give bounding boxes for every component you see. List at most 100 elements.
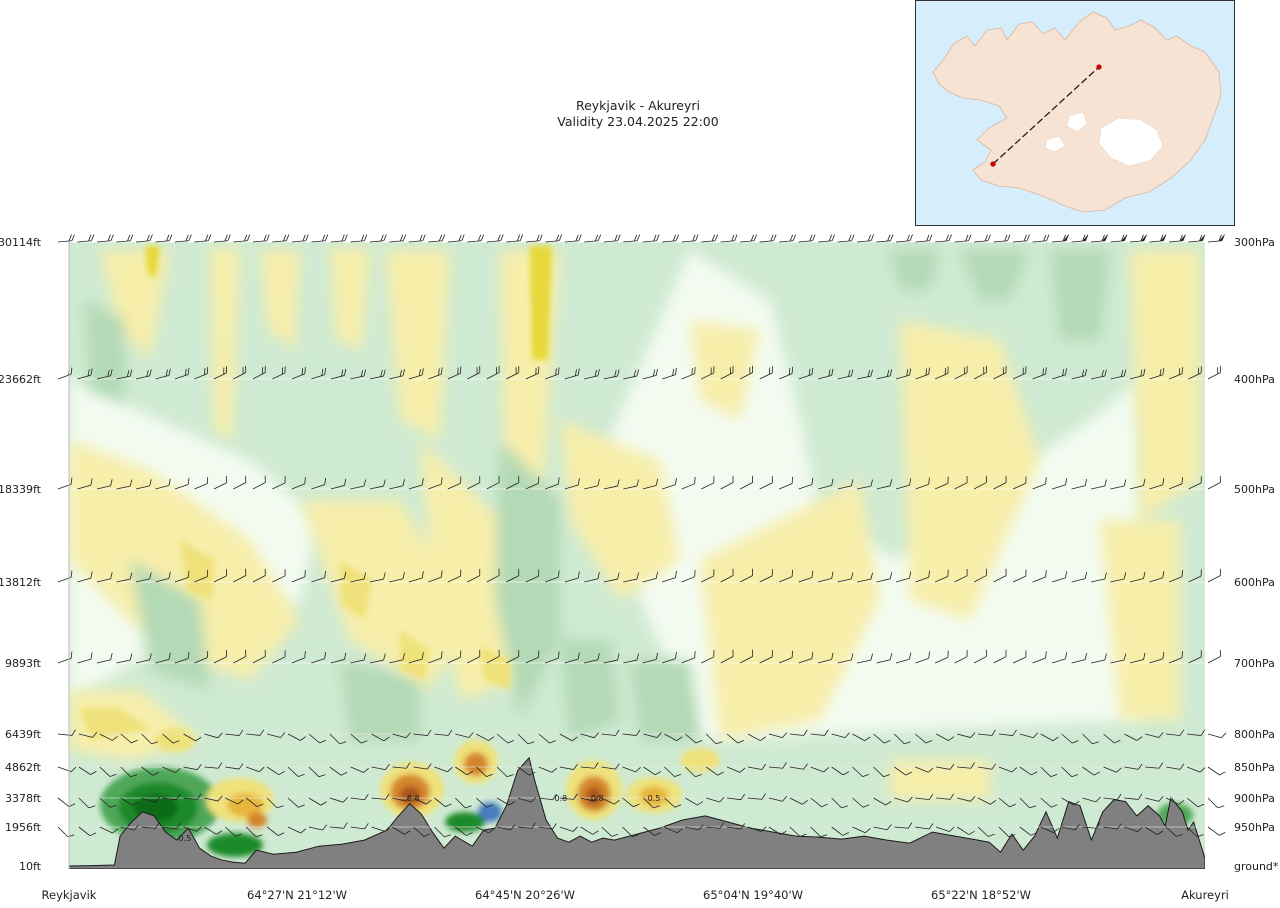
- field-region-green-3: [495, 440, 560, 720]
- wind-barb: [852, 766, 870, 778]
- wind-barb: [622, 797, 640, 808]
- wind-barb: [1188, 650, 1202, 664]
- wind-barb: [768, 795, 788, 802]
- x-tick-label: Reykjavik: [42, 888, 97, 902]
- wind-barb: [857, 572, 873, 583]
- wind-barb: [1149, 478, 1165, 490]
- wind-barb: [993, 649, 1007, 664]
- wind-barb: [116, 479, 133, 490]
- wind-barb: [245, 797, 264, 808]
- wind-barb: [876, 369, 893, 380]
- wind-barb: [1168, 477, 1183, 490]
- wind-barb: [1040, 733, 1059, 742]
- wind-barb: [308, 824, 328, 831]
- wind-barb: [252, 649, 266, 664]
- wind-barb: [99, 826, 118, 834]
- wind-barb: [998, 826, 1016, 838]
- wind-barb: [705, 766, 724, 776]
- wind-barb: [350, 733, 368, 744]
- wind-barb: [643, 732, 662, 738]
- wind-barb: [954, 568, 968, 583]
- inset-map-point-reykjavik: [990, 161, 996, 167]
- wind-barb: [720, 649, 734, 664]
- field-region-yellow-8: [300, 500, 470, 690]
- wind-barb: [183, 733, 202, 742]
- wind-barb: [603, 572, 620, 583]
- wind-barb: [1071, 572, 1088, 583]
- wind-barb: [77, 234, 95, 243]
- inset-map-iceland: [915, 0, 1235, 226]
- wind-barb: [1207, 649, 1221, 664]
- wind-barb: [747, 793, 766, 800]
- wind-barb: [706, 822, 725, 829]
- wind-barb: [1051, 652, 1067, 664]
- wind-barb: [233, 649, 247, 664]
- wind-barb: [213, 650, 227, 664]
- wind-barb: [622, 826, 639, 838]
- wind-barb: [726, 766, 746, 773]
- wind-barb: [287, 826, 307, 834]
- wind-barb: [408, 234, 426, 243]
- wind-barb: [934, 476, 949, 490]
- wind-barb: [77, 368, 93, 380]
- wind-barb: [876, 234, 894, 243]
- wind-barb: [1110, 369, 1127, 380]
- wind-barb: [584, 234, 602, 243]
- wind-barb: [545, 570, 560, 583]
- wind-barb: [810, 797, 828, 808]
- wind-barb: [1129, 368, 1146, 380]
- x-tick-label: 64°45'N 20°26'W: [475, 888, 575, 902]
- field-region-yellow-3: [260, 250, 300, 350]
- wind-barb: [977, 729, 996, 736]
- wind-barb: [662, 477, 677, 490]
- wind-barb: [287, 797, 305, 808]
- wind-barb: [701, 569, 715, 583]
- wind-barb: [768, 762, 787, 769]
- y-right-tick-label: 800hPa: [1234, 728, 1275, 741]
- wind-barb: [701, 234, 718, 243]
- wind-barb: [371, 764, 390, 771]
- field-region-yellow-strong-4: [340, 560, 372, 620]
- wind-barb: [1165, 826, 1183, 837]
- wind-barb: [329, 766, 348, 776]
- wind-barb: [1040, 826, 1059, 834]
- wind-barb: [1110, 479, 1127, 490]
- wind-barb: [685, 824, 704, 831]
- wind-barb: [350, 766, 369, 773]
- wind-barb: [580, 732, 599, 739]
- wind-barb: [580, 762, 599, 769]
- wind-barb: [525, 569, 540, 583]
- wind-barb: [740, 365, 753, 380]
- wind-barb: [998, 797, 1017, 808]
- wind-barb: [747, 763, 767, 770]
- field-feature-green-mid: [445, 812, 485, 832]
- wind-barb: [408, 478, 424, 490]
- wind-barb: [135, 479, 152, 490]
- wind-barb: [291, 476, 306, 490]
- wind-barb: [174, 570, 190, 583]
- wind-barb: [1032, 367, 1047, 380]
- wind-barb: [1052, 234, 1069, 243]
- wind-barb: [272, 234, 290, 243]
- wind-barb: [603, 479, 620, 490]
- wind-barb: [369, 369, 386, 380]
- field-region-yellow-13: [900, 320, 1040, 620]
- y-left-tick-label: 6439ft: [5, 728, 42, 741]
- wind-barb: [392, 762, 411, 769]
- wind-barb: [873, 766, 891, 778]
- wind-barb: [369, 653, 386, 664]
- wind-barb: [759, 366, 773, 380]
- y-left-tick-label: 23662ft: [0, 373, 42, 386]
- wind-barb: [308, 797, 327, 806]
- terrain-profile: [69, 756, 1205, 869]
- wind-barb: [213, 234, 231, 243]
- wind-barb: [685, 766, 702, 778]
- wind-barb: [116, 369, 133, 380]
- wind-barb: [225, 826, 243, 837]
- wind-barb: [993, 568, 1007, 583]
- wind-barb: [78, 766, 97, 775]
- wind-barb: [798, 234, 816, 243]
- wind-barb: [497, 824, 516, 831]
- wind-barb: [601, 826, 619, 837]
- wind-barb: [308, 766, 326, 778]
